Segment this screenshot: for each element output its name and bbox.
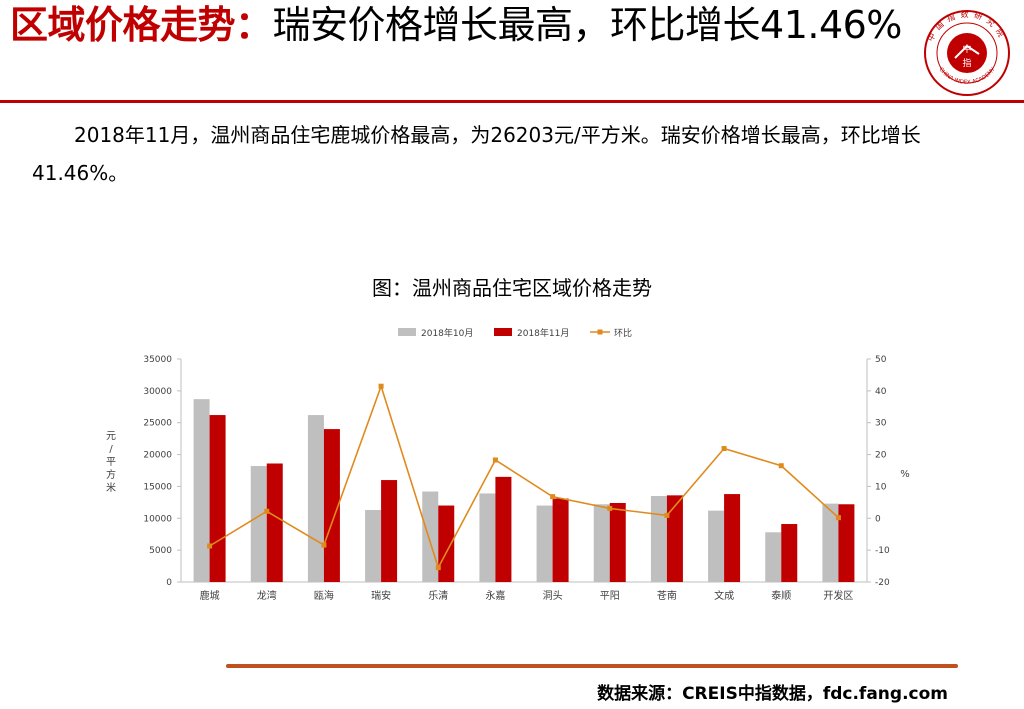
category-label: 苍南 [657,589,677,602]
title-highlight: 区域价格走势： [10,3,273,47]
bar-oct [765,532,782,582]
bar-nov [323,429,340,582]
right-tick-label: 10 [875,482,887,492]
left-tick-label: 10000 [143,514,172,524]
right-tick-label: 50 [875,355,887,365]
bar-oct [250,466,267,582]
bar-nov [266,463,283,582]
legend-marker-mom [597,329,603,335]
mom-point [264,508,270,514]
china-index-academy-logo: 中 指 中国指数研究院 CHINA INDEX ACADEMY [922,8,1012,98]
data-source: 数据来源：CREIS中指数据，fdc.fang.com [597,684,948,704]
right-tick-label: -10 [875,546,890,556]
y-axis-label-char: / [109,444,113,455]
right-tick-label: 0 [875,514,881,524]
left-tick-label: 0 [166,578,172,588]
bottom-divider [226,664,958,668]
bar-oct [708,510,725,582]
bar-nov [495,476,512,582]
bar-nov [838,504,855,582]
category-label: 文成 [714,589,734,602]
category-label: 瓯海 [314,589,334,602]
legend-label-nov: 2018年11月 [517,327,569,339]
category-label: 开发区 [823,589,853,602]
bar-oct [422,491,439,582]
right-tick-label: -20 [875,578,890,588]
chart-caption: 图：温州商品住宅区域价格走势 [372,276,652,300]
y-axis-right-label: % [900,469,910,480]
legend-label-oct: 2018年10月 [421,327,473,339]
mom-point [664,512,670,518]
left-tick-label: 15000 [143,482,172,492]
bar-oct [479,493,496,582]
logo-center-bottom: 指 [962,57,971,69]
bar-nov [552,498,569,582]
bar-nov [724,494,741,582]
mom-point [378,383,384,389]
bar-oct [193,399,210,582]
right-tick-label: 20 [875,451,887,461]
mom-point [550,494,556,500]
y-axis-label-char: 米 [106,481,116,494]
bar-oct [307,415,324,582]
title-divider [0,100,1024,103]
price-trend-chart: 0 5000 10000 15000 20000 25000 30000 35000 -20 -1… [106,327,910,602]
left-tick-label: 25000 [143,419,172,429]
category-label: 鹿城 [200,589,220,602]
left-tick-label: 5000 [149,546,172,556]
y-axis-label-char: 元 [106,431,116,442]
category-label: 龙湾 [257,589,277,602]
mom-point [835,515,841,521]
category-label: 洞头 [543,590,563,602]
bar-nov [609,502,626,582]
bar-oct [593,504,610,582]
logo-center-top: 中 [962,43,971,55]
bar-nov [666,495,683,582]
bar-oct [822,503,839,582]
left-tick-label: 35000 [143,355,172,365]
mom-line [209,383,839,570]
bar-nov [781,524,798,582]
legend-label-mom: 环比 [614,327,632,339]
category-label: 乐清 [428,589,448,602]
category-label: 瑞安 [371,589,391,602]
bar-nov [209,415,226,582]
bar-oct [536,505,553,582]
mom-point [607,505,613,511]
legend-swatch-nov [494,328,512,336]
bar-nov [381,480,398,582]
mom-point [435,565,441,571]
bar-oct [365,510,382,582]
category-label: 永嘉 [485,589,505,602]
mom-point [492,457,498,463]
legend-swatch-oct [398,328,416,336]
mom-point [321,542,327,548]
mom-point [778,463,784,469]
y-axis-label-char: 方 [106,468,116,481]
summary-paragraph: 2018年11月，温州商品住宅鹿城价格最高，为26203元/平方米。瑞安价格增长… [32,123,921,185]
left-tick-label: 30000 [143,387,172,397]
mom-point [721,446,727,452]
bar-oct [650,495,667,582]
category-label: 平阳 [600,590,620,602]
right-tick-label: 40 [875,387,887,397]
y-axis-label-char: 平 [106,457,116,468]
bar-nov [438,505,455,582]
mom-point [207,543,213,549]
right-tick-label: 30 [875,419,887,429]
left-tick-label: 20000 [143,451,172,461]
page-title: 区域价格走势：瑞安价格增长最高，环比增长41.46% [10,2,910,48]
category-label: 泰顺 [771,589,791,602]
title-rest: 瑞安价格增长最高，环比增长41.46% [272,3,903,47]
